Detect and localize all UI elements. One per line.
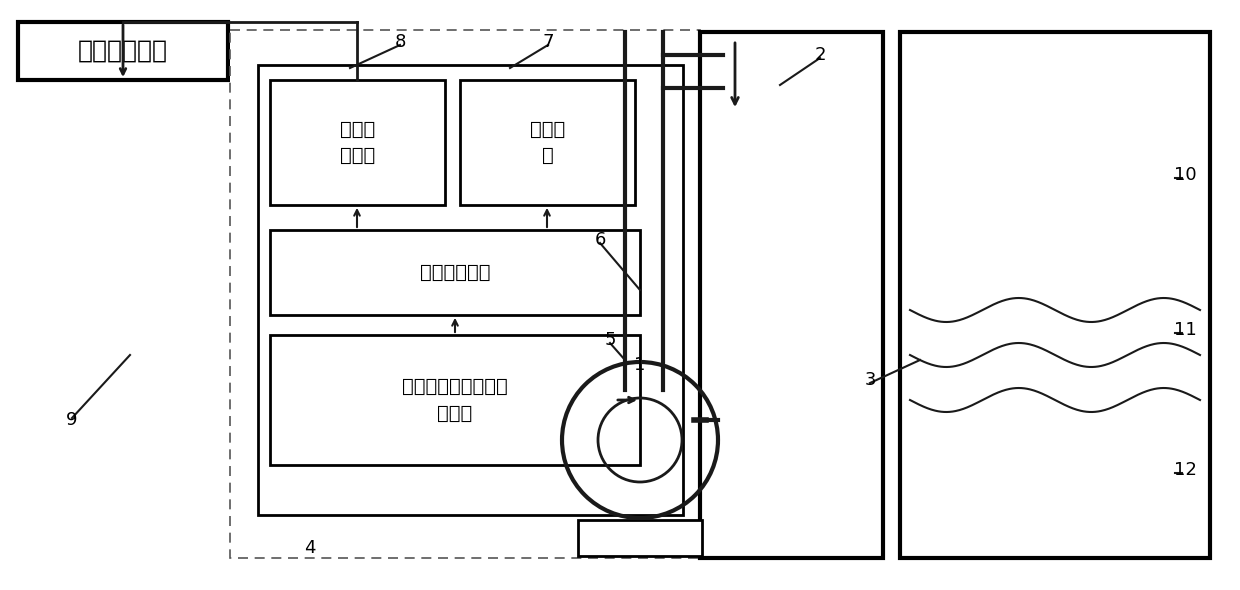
Bar [270,80,445,205]
Text: 9: 9 [66,411,78,429]
Bar [460,80,635,205]
Text: 泵电机电源及参数检
测模块: 泵电机电源及参数检 测模块 [402,377,508,423]
Text: 中控室显示屏: 中控室显示屏 [78,39,167,63]
Text: 6: 6 [594,231,605,249]
Text: 8: 8 [394,33,405,51]
Bar [19,22,228,80]
Text: 数据通
讯模块: 数据通 讯模块 [340,120,376,165]
Text: 12: 12 [1173,461,1197,479]
Text: 4: 4 [304,539,316,557]
Text: 11: 11 [1173,321,1197,339]
Bar [229,30,701,558]
Text: 3: 3 [864,371,875,389]
Text: 1: 1 [635,356,646,374]
Bar [270,230,640,315]
Text: 显示模
块: 显示模 块 [529,120,565,165]
Bar [900,32,1210,558]
Text: 智能计算功能: 智能计算功能 [420,263,490,282]
Bar [701,32,883,558]
Text: 7: 7 [542,33,554,51]
Text: 10: 10 [1174,166,1197,184]
Text: 2: 2 [815,46,826,64]
Text: 5: 5 [604,331,616,349]
Bar [258,65,683,515]
Bar [270,335,640,465]
Bar [578,520,702,556]
